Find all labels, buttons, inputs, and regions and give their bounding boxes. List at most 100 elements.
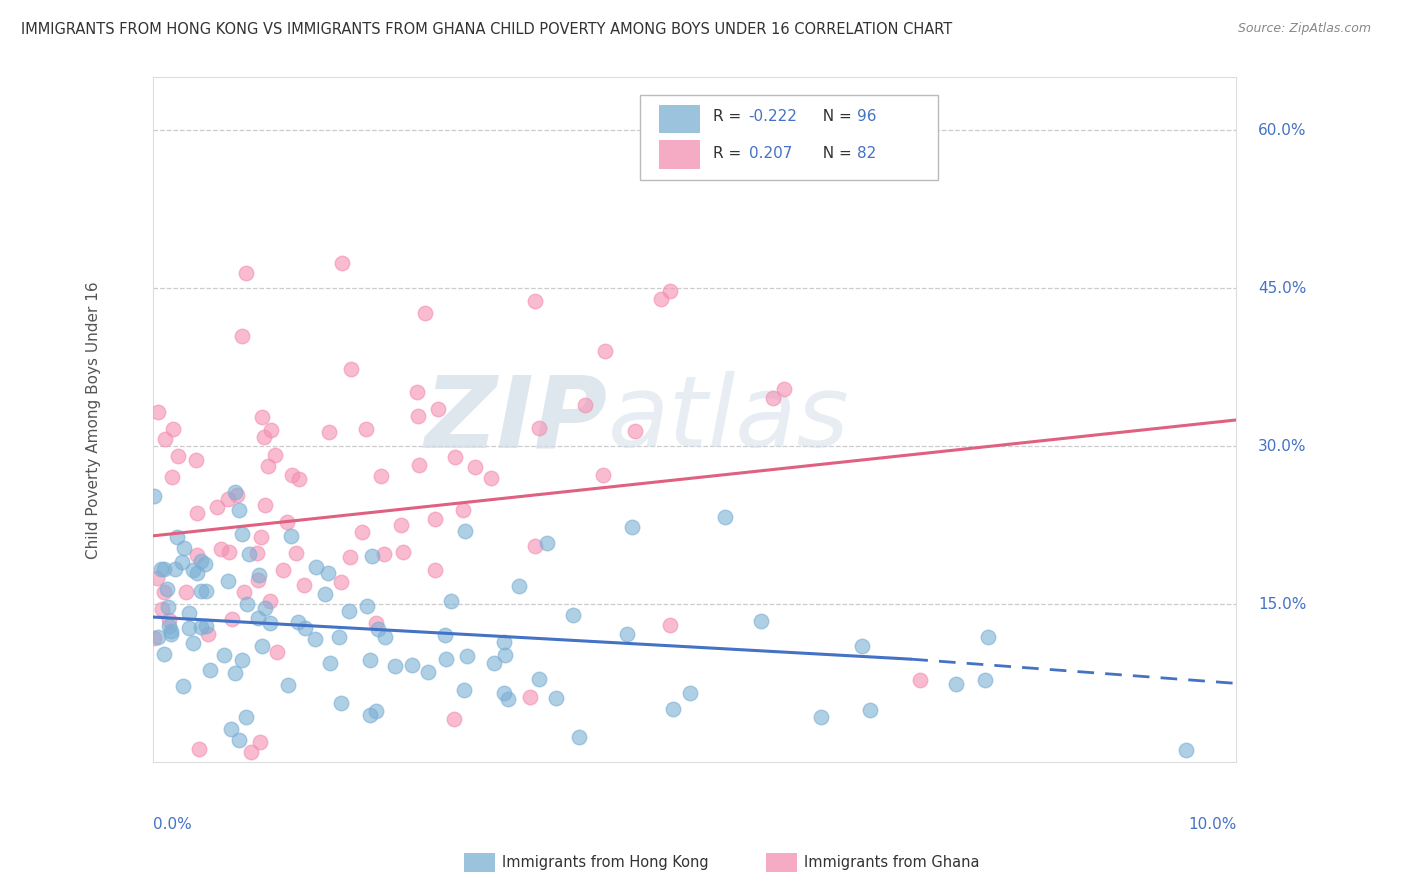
Point	[259, 616, 281, 631]
Point	[205, 500, 228, 514]
Point	[292, 578, 315, 592]
Point	[194, 558, 217, 572]
Point	[330, 696, 353, 710]
Point	[181, 562, 204, 576]
Point	[810, 709, 832, 723]
Point	[434, 652, 457, 666]
Point	[494, 648, 516, 663]
Point	[662, 702, 685, 716]
Point	[288, 472, 311, 486]
Point	[337, 604, 360, 618]
Point	[190, 620, 212, 634]
Point	[263, 448, 285, 462]
Point	[439, 593, 461, 607]
Point	[250, 639, 273, 653]
Point	[194, 619, 217, 633]
Point	[519, 690, 541, 705]
Point	[427, 402, 450, 417]
Text: atlas: atlas	[607, 371, 849, 468]
Point	[246, 546, 269, 560]
Point	[221, 722, 243, 736]
Point	[235, 598, 257, 612]
Point	[150, 602, 173, 616]
Point	[482, 656, 505, 670]
Point	[314, 587, 336, 601]
Point	[974, 673, 997, 687]
Point	[367, 622, 389, 636]
Point	[494, 635, 516, 649]
Point	[562, 607, 585, 622]
Point	[523, 539, 546, 553]
Point	[616, 627, 638, 641]
Point	[305, 560, 328, 574]
Text: Immigrants from Hong Kong: Immigrants from Hong Kong	[502, 855, 709, 870]
Point	[249, 734, 271, 748]
Text: R =: R =	[713, 110, 747, 124]
Point	[453, 524, 475, 538]
Point	[340, 362, 363, 376]
Point	[329, 575, 352, 590]
Text: 15.0%: 15.0%	[1258, 597, 1306, 612]
Point	[253, 601, 276, 615]
Text: 96: 96	[858, 110, 876, 124]
Point	[1175, 743, 1198, 757]
Point	[370, 469, 392, 483]
Point	[186, 566, 208, 580]
Point	[373, 547, 395, 561]
Point	[181, 636, 204, 650]
Point	[146, 631, 169, 645]
Point	[659, 618, 682, 632]
Point	[218, 544, 240, 558]
Point	[406, 409, 429, 424]
Point	[425, 511, 447, 525]
Point	[592, 467, 614, 482]
Point	[253, 498, 276, 512]
Point	[177, 606, 200, 620]
Point	[443, 712, 465, 726]
Point	[523, 294, 546, 309]
Point	[157, 619, 180, 633]
Point	[250, 410, 273, 425]
Point	[650, 292, 672, 306]
Point	[392, 545, 415, 559]
Point	[162, 422, 184, 436]
Point	[356, 599, 378, 613]
Point	[173, 541, 195, 555]
Point	[174, 585, 197, 599]
Point	[142, 632, 165, 646]
Point	[364, 704, 387, 718]
Text: N =: N =	[813, 110, 856, 124]
Point	[224, 485, 246, 500]
Point	[166, 530, 188, 544]
Text: 30.0%: 30.0%	[1258, 439, 1306, 454]
Point	[624, 424, 647, 438]
Text: 60.0%: 60.0%	[1258, 122, 1306, 137]
Point	[544, 691, 567, 706]
Point	[186, 506, 208, 520]
Text: Immigrants from Ghana: Immigrants from Ghana	[804, 855, 980, 870]
Point	[304, 632, 326, 646]
Point	[246, 610, 269, 624]
Text: -0.222: -0.222	[749, 110, 797, 124]
Point	[762, 391, 785, 405]
Point	[287, 615, 309, 629]
Text: N =: N =	[813, 145, 856, 161]
Point	[749, 614, 772, 628]
Point	[228, 733, 250, 747]
Point	[145, 571, 167, 585]
Point	[772, 382, 794, 396]
Point	[221, 612, 243, 626]
Point	[231, 527, 253, 541]
Point	[339, 550, 361, 565]
Point	[443, 450, 465, 464]
Text: 0.0%: 0.0%	[153, 817, 191, 832]
Point	[359, 708, 381, 723]
Point	[225, 488, 247, 502]
Point	[384, 659, 406, 673]
Point	[294, 621, 316, 635]
Point	[574, 398, 596, 412]
Point	[247, 573, 270, 587]
Point	[536, 535, 558, 549]
Point	[360, 549, 382, 563]
Point	[190, 554, 212, 568]
